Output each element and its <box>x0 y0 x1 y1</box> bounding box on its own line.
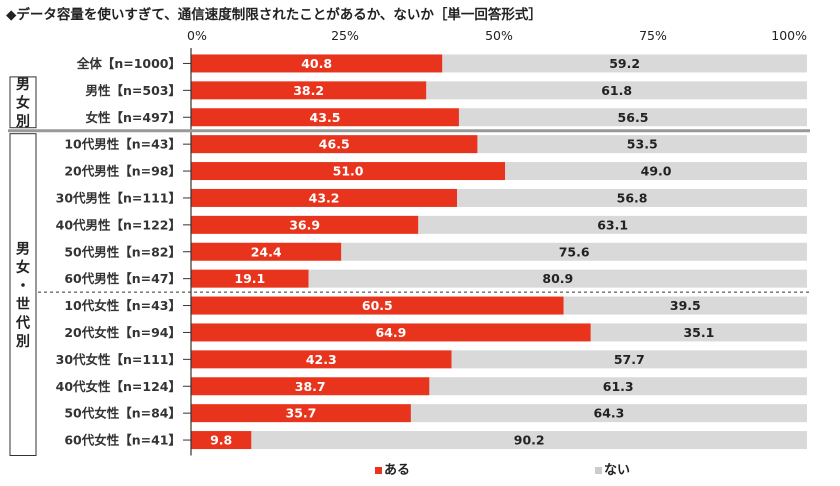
bar-segment-aru <box>191 162 506 181</box>
data-label-nai: 56.5 <box>618 110 649 125</box>
data-label-nai: 61.3 <box>603 379 634 394</box>
bar-segment-aru <box>191 377 430 396</box>
category-label: 全体【n=1000】 <box>76 56 181 71</box>
bar-segment-aru <box>191 54 443 73</box>
data-label-nai: 80.9 <box>542 271 573 286</box>
data-label-nai: 64.3 <box>594 406 625 421</box>
data-label-aru: 19.1 <box>234 271 265 286</box>
bar-segment-nai <box>442 54 807 73</box>
x-tick-label: 25% <box>331 28 359 43</box>
legend-label-aru: ある <box>384 463 410 478</box>
data-label-nai: 59.2 <box>609 56 640 71</box>
bar-segment-aru <box>191 81 427 100</box>
data-label-nai: 90.2 <box>514 433 545 448</box>
data-label-nai: 49.0 <box>641 164 672 179</box>
data-label-nai: 35.1 <box>683 325 714 340</box>
data-label-aru: 38.7 <box>295 379 326 394</box>
bar-segment-aru <box>191 431 252 450</box>
bar-segment-nai <box>341 242 807 261</box>
data-label-aru: 60.5 <box>362 298 393 313</box>
data-label-aru: 40.8 <box>301 56 332 71</box>
bar-segment-aru <box>191 323 591 342</box>
data-label-aru: 38.2 <box>293 83 324 98</box>
data-label-nai: 75.6 <box>559 244 590 259</box>
bar-segment-aru <box>191 404 411 423</box>
data-label-nai: 57.7 <box>614 352 645 367</box>
category-label: 20代男性【n=98】 <box>64 164 181 179</box>
bar-segment-nai <box>563 296 807 315</box>
data-label-aru: 43.5 <box>310 110 341 125</box>
bar-segment-aru <box>191 242 342 261</box>
category-label: 男性【n=503】 <box>86 83 181 98</box>
data-label-aru: 9.8 <box>210 433 232 448</box>
category-label: 30代女性【n=111】 <box>56 352 181 367</box>
legend-label-nai: ない <box>604 463 630 478</box>
category-label: 女性【n=497】 <box>86 110 181 125</box>
bar-segment-nai <box>308 269 807 288</box>
category-label: 50代女性【n=84】 <box>64 406 181 421</box>
bar-segment-aru <box>191 108 459 127</box>
data-label-aru: 42.3 <box>306 352 337 367</box>
data-label-aru: 64.9 <box>375 325 406 340</box>
data-label-aru: 35.7 <box>286 406 317 421</box>
category-label: 60代男性【n=47】 <box>64 271 181 286</box>
bar-segment-nai <box>429 377 807 396</box>
group-box <box>9 76 37 129</box>
group-box <box>9 133 37 456</box>
group-label-char: 別 <box>15 114 30 130</box>
group-label-char: 男 <box>16 241 30 257</box>
group-label-char: 女 <box>16 259 30 276</box>
legend-swatch-nai <box>595 467 602 474</box>
category-label: 10代女性【n=43】 <box>64 298 181 313</box>
category-label: 40代男性【n=122】 <box>56 217 181 232</box>
data-label-nai: 53.5 <box>627 137 658 152</box>
data-label-aru: 24.4 <box>251 244 282 259</box>
category-label: 20代女性【n=94】 <box>64 325 181 340</box>
bar-segment-nai <box>457 188 807 207</box>
bar-segment-aru <box>191 135 478 154</box>
group-label-char: 代 <box>15 314 30 331</box>
bar-segment-nai <box>505 162 807 181</box>
bar-segment-aru <box>191 188 458 207</box>
data-label-aru: 51.0 <box>333 164 364 179</box>
bar-segment-aru <box>191 269 309 288</box>
bar-segment-aru <box>191 350 452 369</box>
bar-segment-aru <box>191 296 564 315</box>
data-label-aru: 46.5 <box>319 137 350 152</box>
x-tick-label: 75% <box>639 28 667 43</box>
data-label-aru: 43.2 <box>309 190 340 205</box>
bar-segment-nai <box>458 108 807 127</box>
bar-segment-nai <box>477 135 807 154</box>
bar-segment-nai <box>251 431 808 450</box>
group-label-char: ・ <box>16 278 30 294</box>
data-label-nai: 39.5 <box>670 298 701 313</box>
legend-swatch-aru <box>375 467 382 474</box>
x-tick-label: 0% <box>187 28 207 43</box>
group-label-char: 女 <box>16 94 30 111</box>
x-tick-label: 100% <box>771 28 807 43</box>
group-label-char: 男 <box>16 77 30 93</box>
bar-segment-aru <box>191 215 419 234</box>
bar-segment-nai <box>590 323 807 342</box>
bar-segment-nai <box>451 350 807 369</box>
data-label-nai: 63.1 <box>597 217 628 232</box>
category-label: 40代女性【n=124】 <box>56 379 181 394</box>
data-label-aru: 36.9 <box>289 217 320 232</box>
group-label-char: 世 <box>16 296 30 313</box>
category-label: 60代女性【n=41】 <box>64 433 181 448</box>
bar-segment-nai <box>418 215 807 234</box>
group-label-char: 別 <box>15 334 30 350</box>
data-label-nai: 61.8 <box>601 83 632 98</box>
bar-segment-nai <box>426 81 807 100</box>
category-label: 30代男性【n=111】 <box>56 190 181 205</box>
category-label: 10代男性【n=43】 <box>64 137 181 152</box>
data-label-nai: 56.8 <box>617 190 648 205</box>
chart-title: ◆データ容量を使いすぎて、通信速度制限されたことがあるか、ないか［単一回答形式］ <box>6 7 542 23</box>
bar-segment-nai <box>410 404 807 423</box>
x-tick-label: 50% <box>485 28 513 43</box>
category-label: 50代男性【n=82】 <box>64 244 181 259</box>
